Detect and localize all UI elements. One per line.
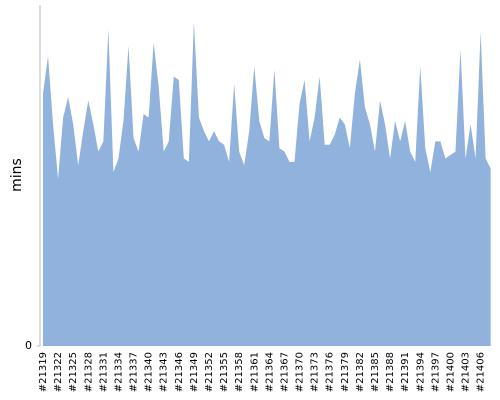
x-tick-label: #21346 [174, 352, 185, 392]
x-tick-label: #21373 [310, 352, 321, 392]
x-tick-label: #21352 [204, 352, 215, 392]
area [43, 22, 491, 347]
x-tick-label: #21397 [430, 352, 441, 392]
y-tick-label: 0 [25, 339, 32, 352]
x-tick-label: #21340 [144, 352, 155, 392]
y-axis-label: mins [9, 158, 25, 192]
x-tick-label: #21376 [325, 352, 336, 392]
x-tick-label: #21391 [400, 352, 411, 392]
x-tick-label: #21343 [159, 352, 170, 392]
x-tick-label: #21361 [249, 352, 260, 392]
x-tick-label: #21367 [279, 352, 290, 392]
x-tick-label: #21355 [219, 352, 230, 392]
x-tick-label: #21379 [340, 352, 351, 392]
x-tick-label: #21358 [234, 352, 245, 392]
x-tick-label: #21325 [68, 352, 79, 392]
x-tick-label: #21331 [98, 352, 109, 392]
x-tick-label: #21337 [129, 352, 140, 392]
x-tick-label: #21319 [38, 352, 49, 392]
x-tick-label: #21403 [461, 352, 472, 392]
x-tick-label: #21334 [113, 352, 124, 392]
x-tick-label: #21364 [264, 352, 275, 392]
x-tick-label: #21400 [445, 352, 456, 392]
x-tick-label: #21388 [385, 352, 396, 392]
x-tick-label: #21322 [53, 352, 64, 392]
x-tick-label: #21394 [415, 352, 426, 392]
x-tick-label: #21370 [295, 352, 306, 392]
x-tick-label: #21349 [189, 352, 200, 392]
x-tick-label: #21406 [476, 352, 487, 392]
x-tick-label: #21328 [83, 352, 94, 392]
x-tick-label: #21382 [355, 352, 366, 392]
x-tick-label: #21385 [370, 352, 381, 392]
